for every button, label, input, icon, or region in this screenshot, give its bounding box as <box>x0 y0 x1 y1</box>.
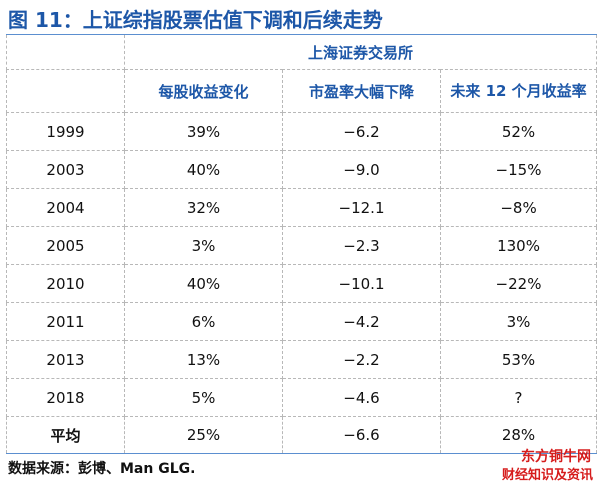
valuation-table: 上海证券交易所 每股收益变化 市盈率大幅下降 未来 12 个月收益率 1999 … <box>6 34 598 454</box>
return-cell: −8% <box>439 188 598 227</box>
column-header-row: 每股收益变化 市盈率大幅下降 未来 12 个月收益率 <box>6 69 598 113</box>
average-row: 平均 25% −6.6 28% <box>6 416 598 454</box>
year-cell: 2011 <box>6 302 125 341</box>
pe-cell: −2.3 <box>282 226 441 265</box>
year-cell: 2013 <box>6 340 125 379</box>
eps-cell: 39% <box>124 112 283 151</box>
pe-cell: −4.6 <box>282 378 441 417</box>
eps-cell: 5% <box>124 378 283 417</box>
table-row: 2010 40% −10.1 −22% <box>6 264 598 303</box>
eps-cell: 13% <box>124 340 283 379</box>
average-return-cell: 28% <box>439 416 598 454</box>
year-cell: 2005 <box>6 226 125 265</box>
return-cell: 52% <box>439 112 598 151</box>
figure-title: 图 11：上证综指股票估值下调和后续走势 <box>8 8 383 32</box>
header-next-12m-return: 未来 12 个月收益率 <box>439 69 598 113</box>
eps-cell: 3% <box>124 226 283 265</box>
table-row: 2018 5% −4.6 ? <box>6 378 598 417</box>
pe-cell: −6.2 <box>282 112 441 151</box>
pe-cell: −4.2 <box>282 302 441 341</box>
return-cell: −22% <box>439 264 598 303</box>
eps-cell: 40% <box>124 150 283 189</box>
average-label: 平均 <box>6 416 125 454</box>
return-cell: 130% <box>439 226 598 265</box>
return-cell: 53% <box>439 340 598 379</box>
year-cell: 2010 <box>6 264 125 303</box>
pe-cell: −9.0 <box>282 150 441 189</box>
return-cell: 3% <box>439 302 598 341</box>
header-eps-change: 每股收益变化 <box>124 69 283 113</box>
table-row: 2003 40% −9.0 −15% <box>6 150 598 189</box>
watermark-tagline: 财经知识及资讯 <box>501 468 593 483</box>
pe-cell: −12.1 <box>282 188 441 227</box>
eps-cell: 40% <box>124 264 283 303</box>
pe-cell: −10.1 <box>282 264 441 303</box>
source-note: 数据来源：彭博、Man GLG. <box>8 461 196 477</box>
eps-cell: 6% <box>124 302 283 341</box>
year-cell: 1999 <box>6 112 125 151</box>
corner-cell <box>6 34 125 70</box>
table-row: 2004 32% −12.1 −8% <box>6 188 598 227</box>
eps-cell: 32% <box>124 188 283 227</box>
pe-cell: −2.2 <box>282 340 441 379</box>
average-pe-cell: −6.6 <box>282 416 441 454</box>
year-cell: 2004 <box>6 188 125 227</box>
year-cell: 2018 <box>6 378 125 417</box>
table-row: 2013 13% −2.2 53% <box>6 340 598 379</box>
table-row: 2005 3% −2.3 130% <box>6 226 598 265</box>
table-row: 2011 6% −4.2 3% <box>6 302 598 341</box>
year-cell: 2003 <box>6 150 125 189</box>
header-pe-decline: 市盈率大幅下降 <box>282 69 441 113</box>
corner-cell-2 <box>6 69 125 113</box>
watermark-site-name: 东方铜牛网 <box>521 449 591 465</box>
return-cell: −15% <box>439 150 598 189</box>
exchange-name: 上海证券交易所 <box>123 34 598 70</box>
exchange-header-row: 上海证券交易所 <box>6 34 598 70</box>
return-cell: ? <box>439 378 598 417</box>
table-row: 1999 39% −6.2 52% <box>6 112 598 151</box>
average-eps-cell: 25% <box>124 416 283 454</box>
